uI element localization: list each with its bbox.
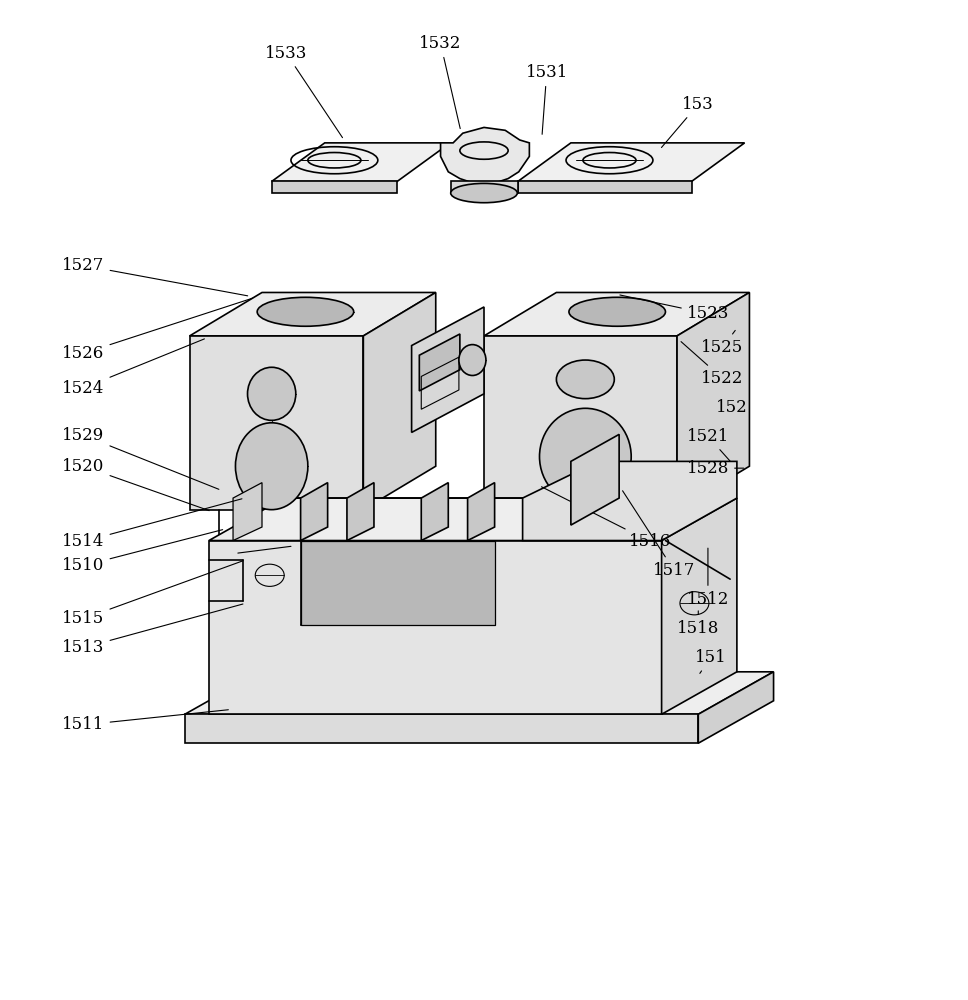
Text: 1513: 1513 bbox=[62, 604, 243, 656]
Text: 1524: 1524 bbox=[62, 339, 204, 397]
Ellipse shape bbox=[248, 367, 296, 420]
Polygon shape bbox=[468, 483, 495, 541]
Text: 151: 151 bbox=[695, 649, 727, 673]
Ellipse shape bbox=[451, 183, 517, 203]
Polygon shape bbox=[209, 541, 661, 714]
Text: 1514: 1514 bbox=[62, 499, 242, 550]
Ellipse shape bbox=[459, 345, 486, 375]
Polygon shape bbox=[347, 483, 374, 541]
Polygon shape bbox=[185, 672, 773, 714]
Text: 1529: 1529 bbox=[62, 427, 219, 489]
Text: 1511: 1511 bbox=[62, 710, 228, 733]
Polygon shape bbox=[451, 181, 518, 193]
Ellipse shape bbox=[569, 297, 665, 326]
Polygon shape bbox=[301, 483, 327, 541]
Polygon shape bbox=[301, 541, 495, 625]
Polygon shape bbox=[209, 498, 737, 541]
Text: 1533: 1533 bbox=[265, 45, 343, 138]
Polygon shape bbox=[698, 672, 773, 743]
Polygon shape bbox=[661, 498, 737, 714]
Text: 1510: 1510 bbox=[62, 530, 223, 574]
Text: 1520: 1520 bbox=[62, 458, 209, 511]
Text: 1512: 1512 bbox=[686, 548, 729, 608]
Polygon shape bbox=[419, 334, 460, 391]
Polygon shape bbox=[571, 434, 620, 525]
Text: 1522: 1522 bbox=[681, 342, 743, 387]
Polygon shape bbox=[421, 483, 448, 541]
Polygon shape bbox=[185, 714, 698, 743]
Text: 1526: 1526 bbox=[62, 298, 253, 362]
Polygon shape bbox=[411, 307, 484, 432]
Polygon shape bbox=[518, 181, 691, 193]
Text: 1523: 1523 bbox=[620, 295, 729, 322]
Text: 1531: 1531 bbox=[526, 64, 568, 134]
Text: 1517: 1517 bbox=[622, 491, 695, 579]
Polygon shape bbox=[272, 143, 450, 181]
Text: 1518: 1518 bbox=[677, 611, 719, 637]
Text: 1521: 1521 bbox=[686, 428, 730, 461]
Polygon shape bbox=[518, 143, 744, 181]
Polygon shape bbox=[523, 461, 737, 541]
Text: 1527: 1527 bbox=[62, 257, 248, 296]
Polygon shape bbox=[190, 292, 436, 336]
Ellipse shape bbox=[539, 408, 631, 505]
Polygon shape bbox=[233, 483, 262, 541]
Text: 1516: 1516 bbox=[541, 487, 671, 550]
Polygon shape bbox=[484, 292, 749, 336]
Polygon shape bbox=[440, 127, 529, 183]
Polygon shape bbox=[272, 181, 397, 193]
Ellipse shape bbox=[257, 297, 353, 326]
Text: 1528: 1528 bbox=[686, 460, 743, 477]
Text: 153: 153 bbox=[661, 96, 714, 148]
Ellipse shape bbox=[557, 360, 615, 399]
Polygon shape bbox=[190, 336, 363, 510]
Polygon shape bbox=[677, 292, 749, 510]
Polygon shape bbox=[484, 336, 677, 510]
Text: 1525: 1525 bbox=[701, 330, 743, 356]
Text: 1515: 1515 bbox=[62, 561, 243, 627]
Text: 152: 152 bbox=[716, 399, 748, 416]
Polygon shape bbox=[363, 292, 436, 510]
Ellipse shape bbox=[235, 423, 308, 510]
Text: 1532: 1532 bbox=[419, 35, 462, 129]
